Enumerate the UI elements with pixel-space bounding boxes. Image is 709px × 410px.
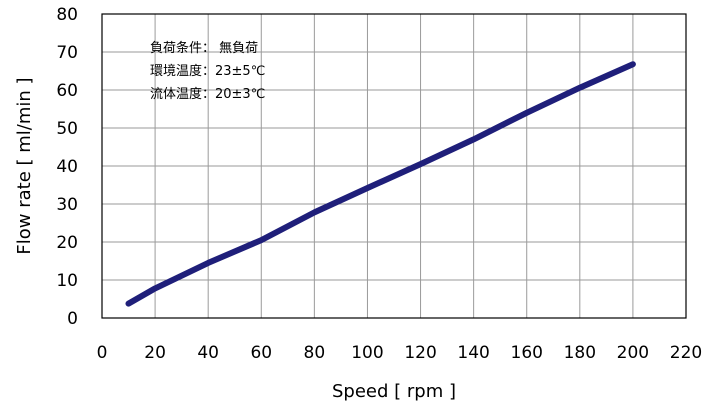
y-tick-label: 10 bbox=[56, 271, 78, 291]
x-tick-label: 40 bbox=[197, 343, 219, 363]
x-tick-label: 160 bbox=[511, 343, 543, 363]
x-axis-ticks: 0 20 40 60 80 100 120 140 160 180 200 220 bbox=[97, 343, 703, 363]
x-tick-label: 60 bbox=[250, 343, 272, 363]
y-tick-label: 0 bbox=[67, 309, 78, 329]
annotation-block: 負荷条件： 無負荷 環境温度：23±5℃ 流体温度：20±3℃ bbox=[150, 40, 265, 102]
x-tick-label: 120 bbox=[404, 343, 436, 363]
annotation-ambient-temperature: 環境温度：23±5℃ bbox=[150, 63, 265, 79]
x-tick-label: 20 bbox=[144, 343, 166, 363]
annotation-load-condition: 負荷条件： 無負荷 bbox=[150, 40, 258, 56]
y-tick-label: 30 bbox=[56, 195, 78, 215]
x-axis-title: Speed [ rpm ] bbox=[332, 381, 456, 402]
y-tick-label: 50 bbox=[56, 119, 78, 139]
y-tick-label: 80 bbox=[56, 5, 78, 25]
series-line bbox=[125, 61, 636, 307]
y-tick-label: 20 bbox=[56, 233, 78, 253]
x-tick-label: 180 bbox=[564, 343, 596, 363]
plot-frame bbox=[101, 13, 687, 319]
series-group bbox=[125, 61, 636, 307]
x-tick-label: 220 bbox=[670, 343, 702, 363]
y-tick-label: 60 bbox=[56, 81, 78, 101]
x-tick-label: 140 bbox=[457, 343, 489, 363]
y-axis-ticks: 0 10 20 30 40 50 60 70 80 bbox=[56, 5, 78, 329]
y-axis-title: Flow rate [ ml/min ] bbox=[14, 77, 35, 254]
y-tick-label: 40 bbox=[56, 157, 78, 177]
x-tick-label: 0 bbox=[97, 343, 108, 363]
x-tick-label: 100 bbox=[351, 343, 383, 363]
x-tick-label: 80 bbox=[304, 343, 326, 363]
x-tick-label: 200 bbox=[617, 343, 649, 363]
y-tick-label: 70 bbox=[56, 43, 78, 63]
annotation-fluid-temperature: 流体温度：20±3℃ bbox=[150, 86, 265, 102]
